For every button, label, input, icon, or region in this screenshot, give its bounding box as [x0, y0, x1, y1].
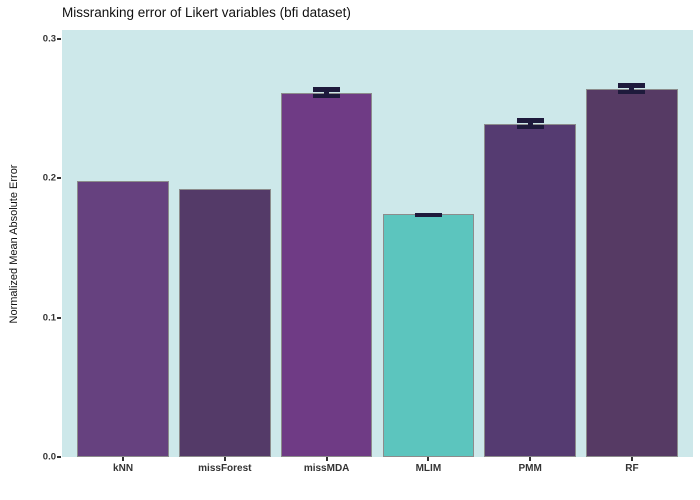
x-tick-mark [630, 457, 633, 461]
x-tick-label-missMDA: missMDA [303, 463, 350, 474]
x-tick-mark [529, 457, 532, 461]
y-tick-mark [57, 456, 61, 458]
bar-missForest [179, 189, 271, 457]
y-tick-mark [57, 316, 61, 319]
error-bar-stem [629, 83, 635, 95]
x-tick-label-MLIM: MLIM [415, 463, 442, 474]
x-tick-label-kNN: kNN [113, 463, 134, 474]
bar-missMDA [280, 92, 373, 457]
error-bar-cap-bottom [313, 93, 341, 99]
bar-PMM [484, 123, 576, 457]
error-bar-PMM [516, 118, 544, 130]
error-bar-cap-bottom [414, 212, 442, 218]
error-bar-cap-top [313, 87, 341, 92]
chart-title: Missranking error of Likert variables (b… [62, 5, 351, 20]
error-bar-cap-top [618, 83, 646, 88]
x-tick-label-RF: RF [625, 463, 639, 474]
error-bar-cap-top [516, 118, 544, 123]
x-tick-mark [122, 457, 125, 461]
y-tick-label-0.2: 0.2 [42, 172, 56, 184]
x-tick-mark [223, 457, 226, 461]
x-tick-label-PMM: PMM [518, 463, 542, 474]
y-tick-label-0.0: 0.0 [42, 451, 56, 463]
y-tick-label-0.3: 0.3 [42, 33, 56, 44]
error-bar-cap-bottom [516, 124, 544, 130]
y-tick-label-0.1: 0.1 [42, 312, 56, 323]
y-tick-mark [57, 177, 61, 179]
x-tick-mark [427, 457, 430, 461]
error-bar-MLIM [414, 212, 442, 218]
x-tick-mark [325, 457, 328, 461]
bar-MLIM [382, 214, 475, 457]
error-bar-stem [324, 87, 330, 99]
error-bar-stem [527, 118, 533, 130]
error-bar-missMDA [313, 87, 341, 99]
error-bar-RF [618, 83, 646, 95]
bar-RF [586, 88, 678, 457]
y-axis-title: Normalized Mean Absolute Error [8, 164, 20, 324]
x-tick-label-missForest: missForest [198, 463, 252, 474]
bar-kNN [77, 180, 169, 457]
error-bar-cap-bottom [618, 89, 646, 95]
plot-panel [62, 30, 693, 457]
y-tick-mark [57, 37, 61, 40]
